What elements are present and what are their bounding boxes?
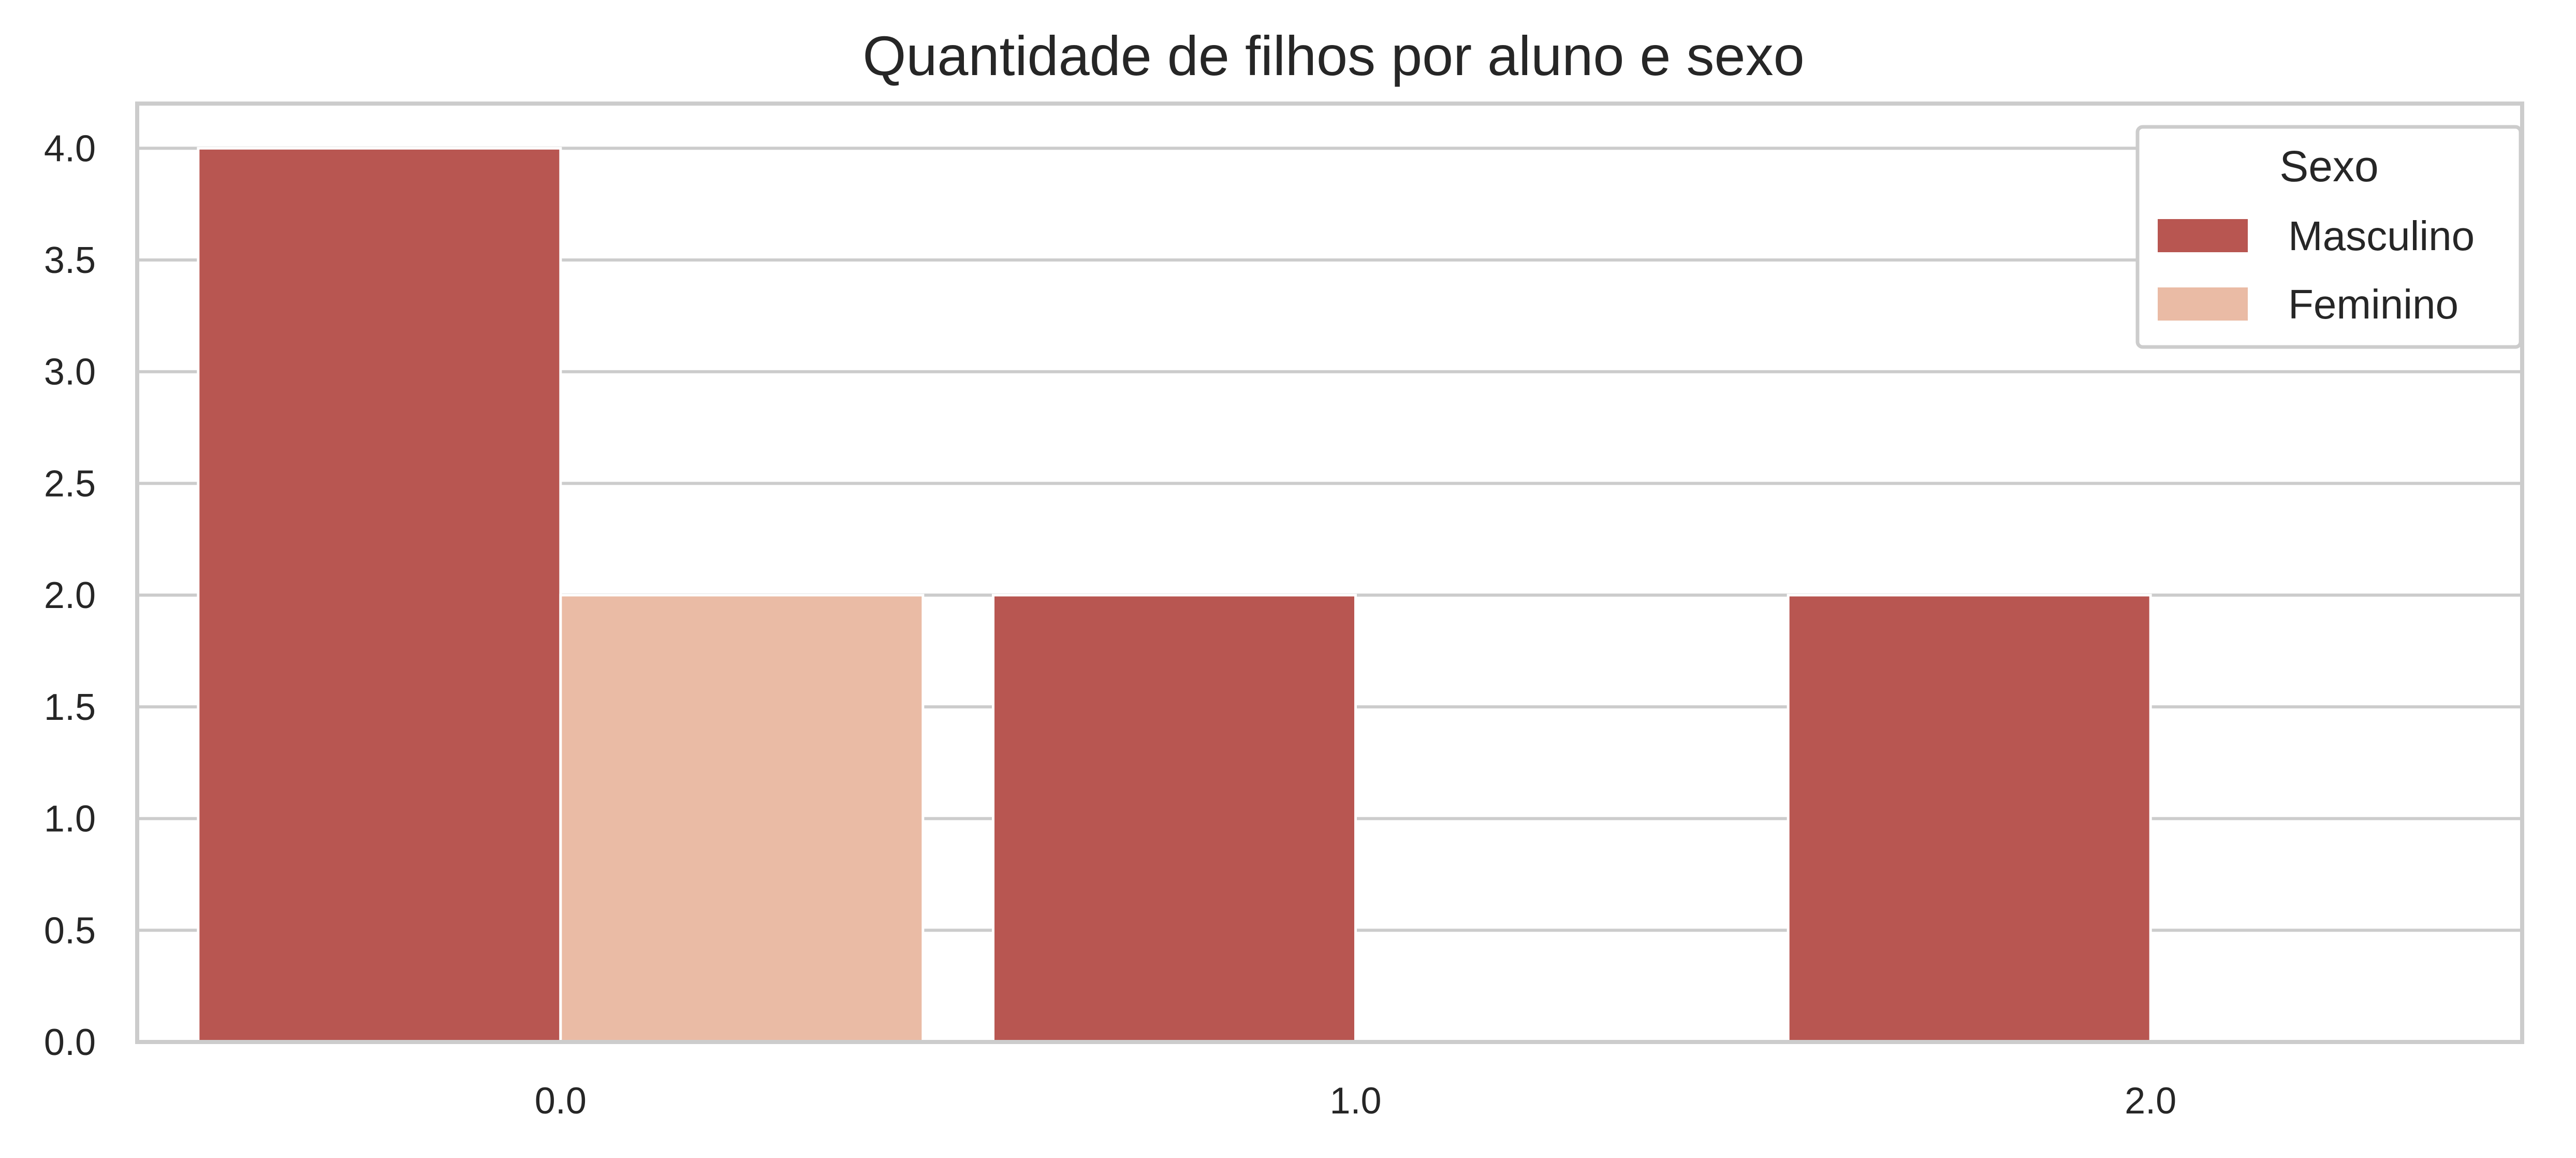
x-tick-label: 1.0 [1329,1080,1381,1122]
legend-label-feminino: Feminino [2288,281,2458,327]
x-tick-label: 2.0 [2125,1080,2176,1122]
bars [197,147,2152,1044]
y-tick-label: 0.5 [44,910,96,951]
y-tick-label: 1.0 [44,799,96,840]
bar-masculino-2-0 [1787,594,2152,1044]
y-tick-label: 2.5 [44,463,96,504]
chart-title: Quantidade de filhos por aluno e sexo [862,24,1804,87]
bar-feminino-0-0 [559,594,925,1044]
x-tick-labels: 0.0 1.0 2.0 [535,1080,2176,1122]
legend: Sexo Masculino Feminino [2135,125,2523,349]
bar-masculino-0-0 [197,147,562,1044]
y-tick-label: 3.0 [44,352,96,393]
x-tick-label: 0.0 [535,1080,587,1122]
legend-label-masculino: Masculino [2288,213,2475,259]
legend-swatch-feminino [2158,287,2248,321]
y-tick-label: 4.0 [44,128,96,169]
y-tick-label: 2.0 [44,575,96,616]
y-tick-label: 0.0 [44,1022,96,1063]
plot-frame [135,102,2524,1044]
y-tick-label: 1.5 [44,687,96,728]
plot-border [135,102,2524,1044]
y-tick-label: 3.5 [44,240,96,281]
bar-masculino-1-0 [992,594,1357,1044]
legend-swatch-masculino [2158,219,2248,252]
legend-title: Sexo [2279,142,2378,191]
y-tick-labels: 0.0 0.5 1.0 1.5 2.0 2.5 3.0 3.5 4.0 [44,128,96,1063]
